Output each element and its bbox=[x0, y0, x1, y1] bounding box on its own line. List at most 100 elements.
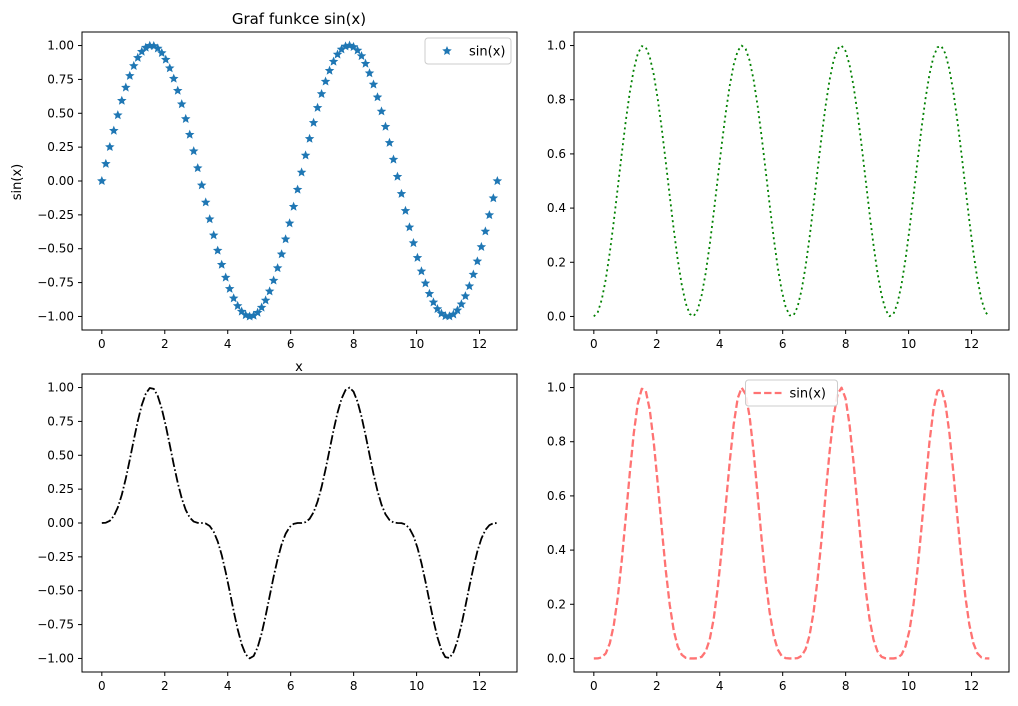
axes-frame bbox=[573, 373, 1010, 673]
y-tick-label: 0.75 bbox=[47, 414, 74, 428]
data-point bbox=[332, 49, 343, 59]
data-point bbox=[248, 310, 259, 320]
x-tick-label: 6 bbox=[779, 337, 787, 351]
x-tick-label: 12 bbox=[964, 337, 979, 351]
data-point bbox=[164, 63, 175, 73]
data-point bbox=[480, 226, 491, 236]
subplot-bottom-right: 0 2 4 6 8 10 12 0.0 0.2 0.4 0.6 0.8 1.0 sin(x) bbox=[547, 373, 1010, 693]
x-tick-label: 12 bbox=[964, 679, 979, 693]
data-point bbox=[168, 73, 179, 83]
y-tick-label: −0.75 bbox=[37, 618, 74, 632]
series-line bbox=[593, 386, 990, 660]
data-point bbox=[133, 52, 143, 62]
data-point bbox=[428, 297, 439, 307]
y-tick-label: −0.25 bbox=[37, 550, 74, 564]
x-tick-label: 12 bbox=[472, 679, 487, 693]
data-point bbox=[316, 88, 327, 98]
data-point bbox=[396, 188, 407, 198]
data-point bbox=[408, 238, 419, 248]
series-markers bbox=[97, 40, 503, 321]
data-point bbox=[472, 256, 483, 266]
data-point bbox=[364, 68, 375, 78]
y-tick-label: 0.25 bbox=[47, 482, 74, 496]
y-tick-label: 0.25 bbox=[47, 140, 74, 154]
data-point bbox=[172, 85, 183, 95]
legend-box bbox=[745, 379, 838, 407]
y-tick-label: 1.00 bbox=[47, 381, 74, 395]
data-point bbox=[184, 129, 195, 139]
data-point bbox=[384, 137, 395, 147]
series-line bbox=[593, 44, 991, 318]
data-point bbox=[404, 222, 415, 232]
data-point bbox=[372, 92, 383, 102]
data-point bbox=[460, 291, 471, 301]
y-tick-label: −0.50 bbox=[37, 242, 74, 256]
data-point bbox=[356, 51, 367, 61]
y-tick-label: 0.75 bbox=[47, 72, 74, 86]
data-point bbox=[336, 44, 347, 54]
data-point bbox=[288, 201, 299, 211]
data-point bbox=[376, 106, 387, 116]
y-tick-label: 0.4 bbox=[547, 201, 566, 215]
data-point bbox=[256, 302, 267, 312]
data-point bbox=[260, 295, 271, 305]
data-point bbox=[224, 283, 235, 293]
data-point bbox=[117, 95, 127, 105]
data-point bbox=[352, 45, 363, 55]
y-tick-label: 0.8 bbox=[547, 93, 566, 107]
data-point bbox=[492, 176, 503, 186]
data-point bbox=[464, 281, 475, 291]
subplot-top-left: Graf funkce sin(x) x sin(x) 0 2 4 6 8 10 12 −1.… bbox=[10, 10, 518, 375]
legend: sin(x) bbox=[424, 37, 512, 65]
data-point bbox=[476, 241, 487, 251]
data-point bbox=[468, 269, 479, 279]
data-point bbox=[488, 193, 499, 203]
data-point bbox=[484, 210, 495, 220]
data-point bbox=[392, 171, 403, 181]
y-tick-label: −0.75 bbox=[37, 276, 74, 290]
data-point bbox=[109, 125, 119, 135]
data-point bbox=[284, 218, 295, 228]
data-point bbox=[153, 43, 163, 53]
x-tick-label: 4 bbox=[224, 337, 232, 351]
data-point bbox=[360, 58, 371, 68]
data-point bbox=[416, 266, 427, 276]
x-tick-label: 0 bbox=[98, 679, 106, 693]
x-tick-label: 10 bbox=[409, 679, 424, 693]
data-point bbox=[444, 311, 455, 321]
x-tick-label: 2 bbox=[653, 679, 661, 693]
y-tick-label: 0.50 bbox=[47, 448, 74, 462]
y-tick-label: 0.00 bbox=[47, 174, 74, 188]
subplot-top-right: 0 2 4 6 8 10 12 0.0 0.2 0.4 0.6 0.8 1.0 bbox=[547, 31, 1010, 351]
data-point bbox=[308, 117, 319, 127]
data-point bbox=[304, 133, 315, 143]
data-point bbox=[420, 278, 431, 288]
y-tick-label: 1.0 bbox=[547, 39, 566, 53]
legend-box bbox=[424, 37, 512, 65]
data-point bbox=[280, 234, 291, 244]
y-tick-label: 0.6 bbox=[547, 489, 566, 503]
data-point bbox=[368, 79, 379, 89]
data-point bbox=[324, 65, 335, 75]
data-point bbox=[161, 54, 171, 64]
x-tick-label: 10 bbox=[901, 337, 916, 351]
data-point bbox=[272, 263, 283, 273]
data-point bbox=[220, 272, 231, 282]
data-point bbox=[157, 47, 167, 58]
legend-label: sin(x) bbox=[469, 45, 505, 60]
data-point bbox=[448, 309, 459, 319]
x-tick-label: 0 bbox=[590, 337, 598, 351]
plot-title: Graf funkce sin(x) bbox=[232, 10, 366, 28]
y-tick-label: 0.4 bbox=[547, 543, 566, 557]
data-point bbox=[228, 293, 239, 303]
legend-label: sin(x) bbox=[790, 387, 826, 402]
data-point bbox=[292, 184, 303, 194]
data-point bbox=[296, 167, 307, 177]
y-tick-label: 0.00 bbox=[47, 516, 74, 530]
y-tick-label: 0.8 bbox=[547, 435, 566, 449]
data-point bbox=[105, 141, 115, 152]
x-tick-label: 6 bbox=[779, 679, 787, 693]
data-point bbox=[141, 42, 151, 52]
